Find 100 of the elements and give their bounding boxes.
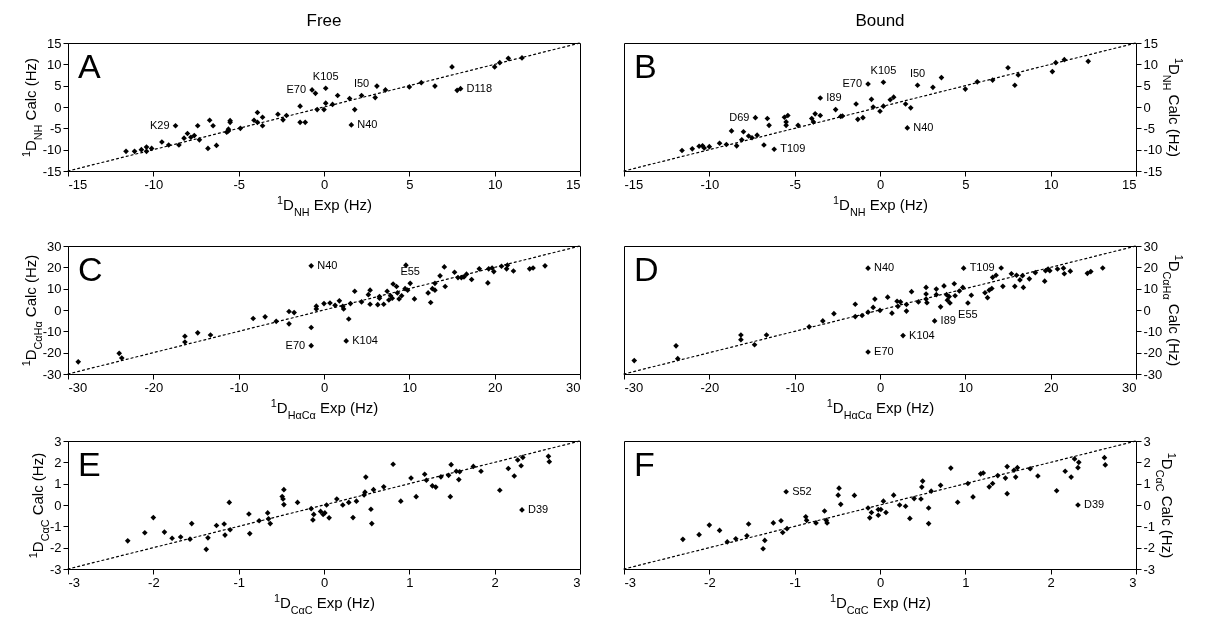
y-tick-label: 0 <box>54 99 62 115</box>
y-tick-label: 30 <box>1143 238 1158 254</box>
y-tick-label: 0 <box>54 302 62 318</box>
chart-title: Bound <box>855 11 905 30</box>
chart-title: Free <box>306 11 342 30</box>
x-tick-label: -2 <box>148 574 160 590</box>
y-tick-label: -2 <box>49 540 62 556</box>
annotation: I50 <box>353 77 370 90</box>
x-tick-label: -3 <box>68 574 81 590</box>
x-tick-label: 30 <box>566 379 581 395</box>
y-tick-label: 1 <box>54 476 62 492</box>
annotation: K104 <box>352 333 378 346</box>
x-tick-label: 30 <box>1122 379 1137 395</box>
annotation: T109 <box>969 261 995 274</box>
annotation: E70 <box>285 338 306 351</box>
y-tick-label: 2 <box>54 454 62 470</box>
y-tick-label: 0 <box>54 497 62 513</box>
annotation: I50 <box>909 67 926 80</box>
y-tick-label: 15 <box>1143 35 1158 51</box>
annotation: C <box>78 250 103 288</box>
y-tick-label: -1 <box>49 518 62 534</box>
annotation: N40 <box>357 117 378 130</box>
y-tick-label: -20 <box>42 345 62 361</box>
x-tick-label: -2 <box>704 574 716 590</box>
x-tick-label: 0 <box>876 176 885 192</box>
y-tick-label: -10 <box>1143 323 1163 339</box>
x-tick-label: -10 <box>229 379 249 395</box>
x-tick-label: -10 <box>700 176 720 192</box>
y-tick-label: 2 <box>1143 454 1151 470</box>
y-tick-label: -30 <box>1143 366 1163 382</box>
annotation: D69 <box>729 110 750 123</box>
x-axis-title: $^{1}$D$_{NH}$ Exp (Hz) <box>277 193 372 218</box>
annotation: E55 <box>958 307 978 320</box>
x-tick-label: -20 <box>144 379 164 395</box>
annotation: T109 <box>780 142 806 155</box>
y-tick-label: 0 <box>1143 497 1151 513</box>
x-tick-label: 10 <box>487 176 503 192</box>
y-tick-label: -1 <box>1143 518 1156 534</box>
y-tick-label: 5 <box>1143 78 1151 94</box>
y-tick-label: -5 <box>49 120 62 136</box>
annotation: E <box>78 445 101 483</box>
x-tick-label: 3 <box>1129 574 1137 590</box>
x-tick-label: 5 <box>406 176 414 192</box>
y-tick-label: -2 <box>1143 540 1156 556</box>
x-tick-label: 10 <box>1043 176 1059 192</box>
y-tick-label: 10 <box>1143 281 1158 297</box>
x-tick-label: -1 <box>233 574 245 590</box>
annotation: E70 <box>874 345 894 358</box>
y-tick-label: -15 <box>1143 163 1163 179</box>
x-tick-label: 20 <box>487 379 503 395</box>
y-tick-label: -10 <box>1143 142 1163 158</box>
y-tick-label: 20 <box>47 259 62 275</box>
annotation: K105 <box>870 64 897 77</box>
y-tick-label: 0 <box>1143 99 1151 115</box>
x-tick-label: 10 <box>402 379 418 395</box>
y-tick-label: -3 <box>49 561 62 577</box>
x-tick-label: 10 <box>958 379 974 395</box>
x-tick-label: -30 <box>68 379 88 395</box>
x-tick-label: 20 <box>1043 379 1059 395</box>
x-tick-label: -10 <box>785 379 805 395</box>
annotation: D118 <box>466 81 493 94</box>
y-tick-label: 10 <box>47 56 62 72</box>
x-tick-label: -5 <box>233 176 245 192</box>
annotation: N40 <box>317 258 338 271</box>
annotation: N40 <box>913 120 934 133</box>
y-tick-label: -15 <box>42 163 62 179</box>
annotation: I89 <box>826 91 842 104</box>
y-tick-label: 3 <box>54 433 62 449</box>
x-tick-label: -15 <box>68 176 88 192</box>
annotation: E55 <box>400 265 420 278</box>
x-tick-label: 0 <box>876 574 885 590</box>
y-tick-label: -10 <box>42 323 62 339</box>
y-tick-label: -5 <box>1143 120 1156 136</box>
x-tick-label: 1 <box>962 574 970 590</box>
x-tick-label: -10 <box>144 176 164 192</box>
x-tick-label: 15 <box>566 176 581 192</box>
x-axis-title: $^{1}$D$_{NH}$ Exp (Hz) <box>833 193 928 218</box>
annotation: E70 <box>286 82 307 95</box>
x-axis-title: $^{1}$D$_{CαC}$ Exp (Hz) <box>829 591 932 616</box>
y-tick-label: -3 <box>1143 561 1156 577</box>
y-tick-label: 30 <box>47 238 62 254</box>
x-tick-label: 2 <box>491 574 499 590</box>
annotation: B <box>634 47 657 85</box>
annotation: I89 <box>940 313 956 326</box>
y-tick-label: 10 <box>1143 56 1158 72</box>
y-tick-label: 15 <box>47 35 62 51</box>
y-tick-label: 1 <box>1143 476 1151 492</box>
annotation: A <box>78 47 101 85</box>
annotation: K105 <box>312 70 339 83</box>
x-tick-label: -20 <box>700 379 720 395</box>
y-tick-label: 3 <box>1143 433 1151 449</box>
x-tick-label: 1 <box>406 574 414 590</box>
y-tick-label: 20 <box>1143 259 1158 275</box>
y-tick-label: -20 <box>1143 345 1163 361</box>
annotation: D39 <box>1083 498 1105 510</box>
x-tick-label: 2 <box>1047 574 1055 590</box>
annotation: N40 <box>874 261 895 274</box>
annotation: S52 <box>792 484 812 497</box>
y-tick-label: -10 <box>42 142 62 158</box>
x-tick-label: -3 <box>624 574 637 590</box>
